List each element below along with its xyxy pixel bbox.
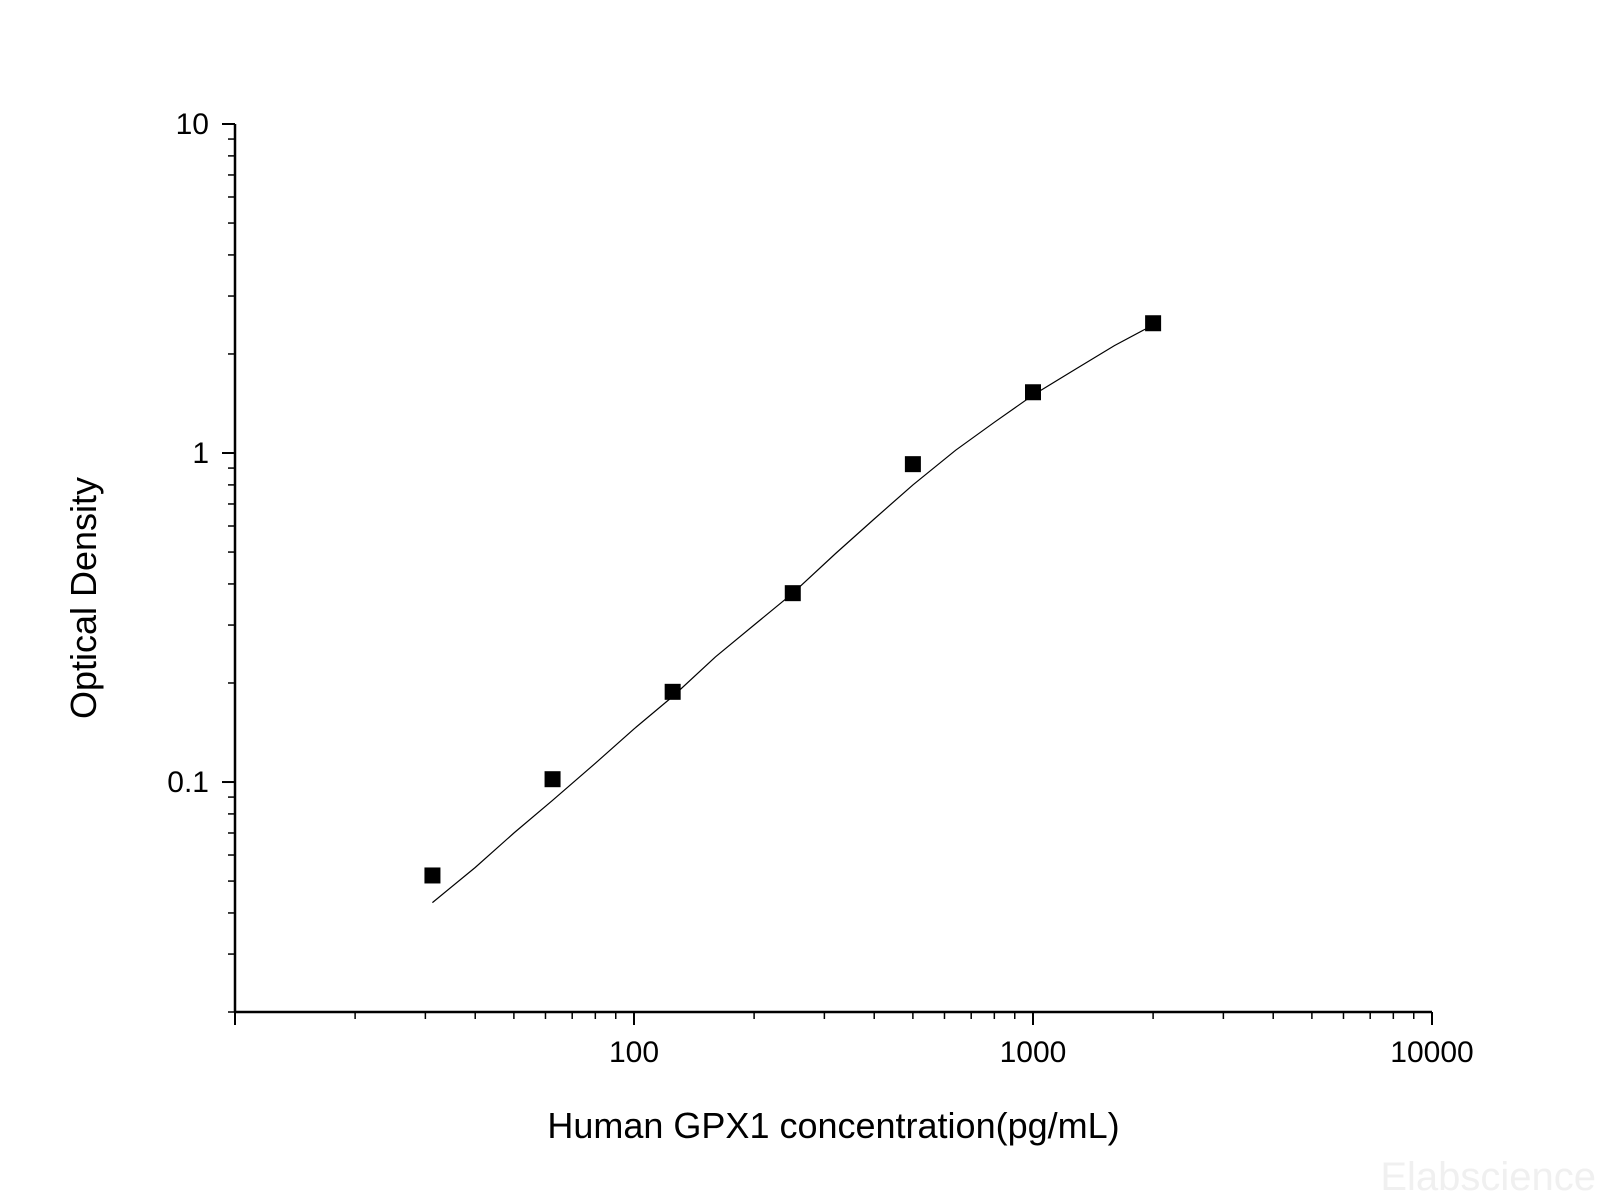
- y-tick-label: 1: [192, 437, 209, 470]
- y-axis-title: Optical Density: [63, 477, 104, 719]
- data-point: [1025, 384, 1041, 401]
- y-tick-label: 10: [176, 108, 209, 141]
- minor-ticks: [228, 138, 1415, 1019]
- data-points: [424, 315, 1162, 884]
- data-point: [424, 867, 441, 884]
- x-tick-labels: 100 1000 10000: [609, 1036, 1474, 1069]
- x-tick-label: 10000: [1390, 1036, 1473, 1069]
- x-tick-label: 1000: [1000, 1036, 1067, 1069]
- data-point: [904, 456, 921, 473]
- fit-curve: [432, 324, 1154, 904]
- data-point: [784, 585, 801, 602]
- y-tick-labels: 0.1 1 10: [167, 108, 209, 799]
- x-axis-title: Human GPX1 concentration(pg/mL): [547, 1105, 1119, 1146]
- y-tick-label: 0.1: [167, 766, 209, 799]
- x-tick-label: 100: [609, 1036, 659, 1069]
- data-point: [664, 683, 681, 700]
- data-point: [1145, 315, 1162, 332]
- watermark-logo-text: Elabscience: [1380, 1155, 1596, 1199]
- major-ticks: [222, 123, 1433, 1025]
- data-point: [544, 771, 561, 788]
